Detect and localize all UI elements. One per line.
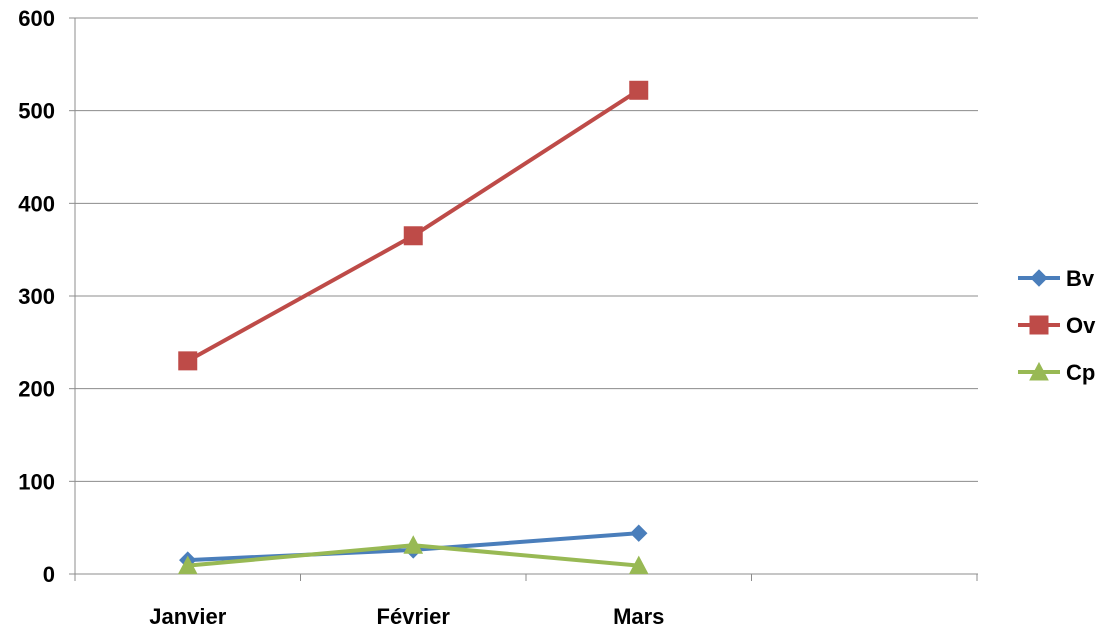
legend-item-cp: Cp: [1018, 360, 1095, 385]
y-tick-label: 200: [18, 377, 55, 402]
legend-label-bv: Bv: [1066, 266, 1095, 291]
legend-item-ov: Ov: [1018, 313, 1096, 338]
y-tick-label: 500: [18, 99, 55, 124]
series-ov: [178, 80, 649, 371]
x-tick-label: Février: [377, 604, 451, 629]
legend-marker-bv: [1030, 269, 1048, 287]
legend: Bv Ov Cp: [1018, 266, 1096, 385]
x-tick-label: Mars: [613, 604, 664, 629]
y-tick-label: 0: [43, 562, 55, 587]
y-tick-label: 400: [18, 191, 55, 216]
legend-label-ov: Ov: [1066, 313, 1096, 338]
data-point-ov: [629, 80, 649, 100]
legend-marker-ov: [1029, 315, 1049, 335]
series-cp: [177, 535, 649, 575]
y-tick-label: 100: [18, 469, 55, 494]
data-point-cp: [177, 555, 198, 575]
y-tick-label: 600: [18, 6, 55, 31]
legend-marker-cp: [1029, 361, 1049, 381]
series-lines: [177, 80, 649, 575]
data-point-bv: [630, 524, 648, 542]
data-point-ov: [178, 351, 198, 371]
y-tick-label: 300: [18, 284, 55, 309]
data-point-ov: [403, 226, 423, 246]
data-point-cp: [628, 555, 649, 575]
x-tick-label: Janvier: [149, 604, 226, 629]
legend-item-bv: Bv: [1018, 266, 1095, 291]
legend-label-cp: Cp: [1066, 360, 1095, 385]
series-line-ov: [186, 88, 640, 363]
axes: 0 100 200 300 400 500 600 Janvier Février Mars: [18, 6, 978, 629]
data-point-cp: [403, 535, 424, 554]
gridlines: [75, 17, 978, 482]
